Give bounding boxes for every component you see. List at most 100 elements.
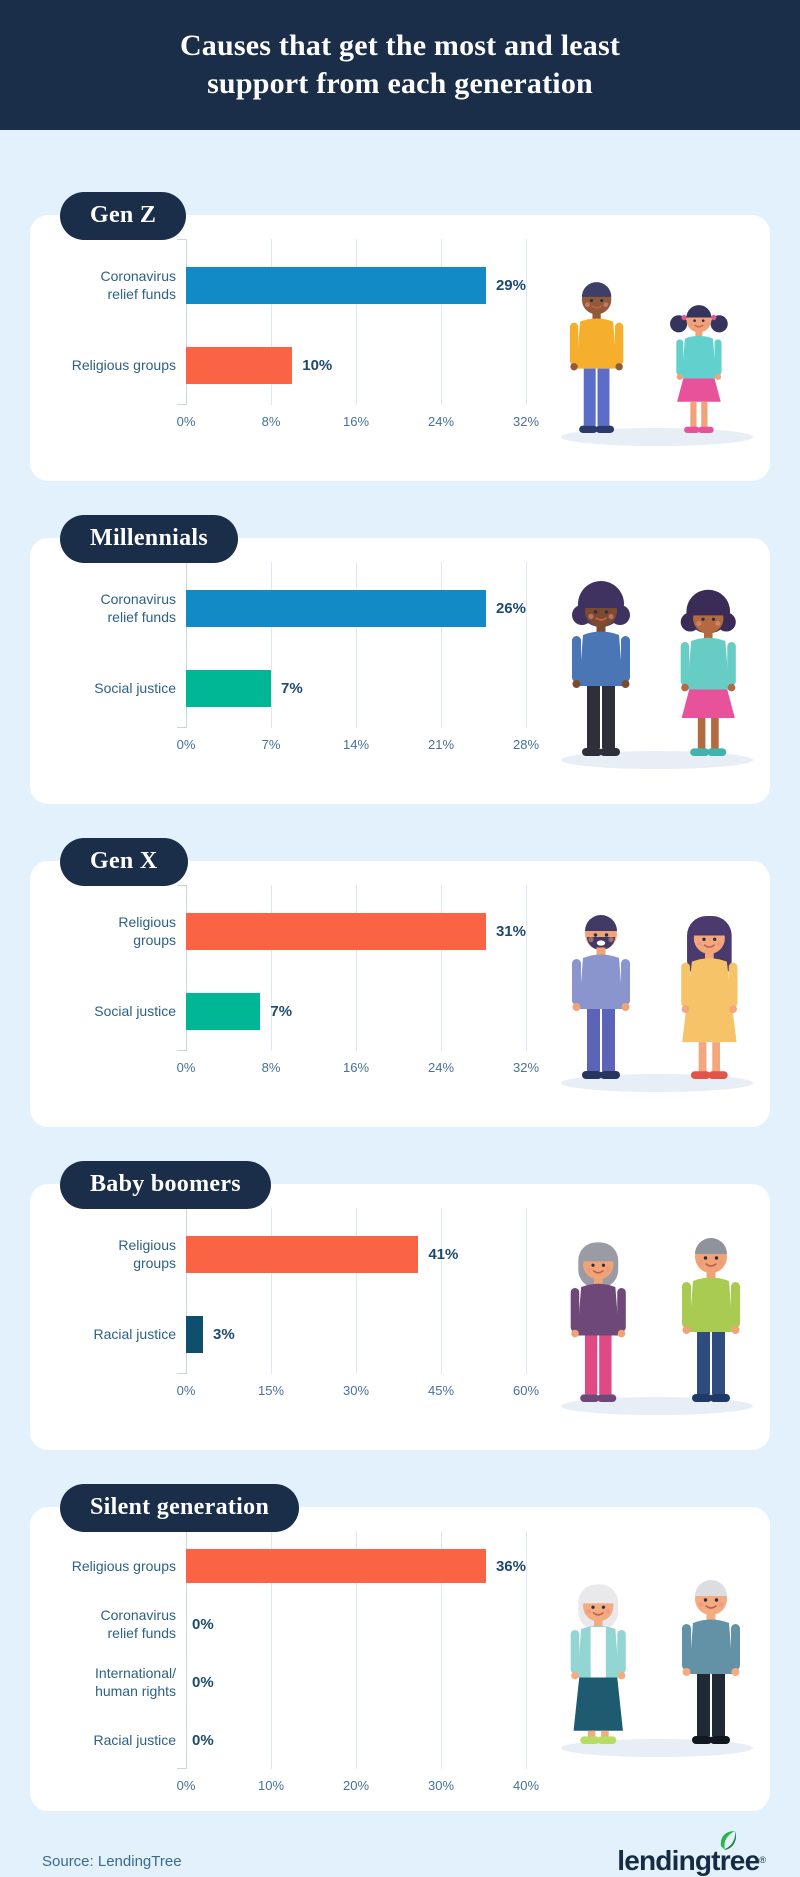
chart-x-axis: 0% 10% 20% 30% 40% — [177, 1769, 539, 1797]
logo-registered-mark: ® — [759, 1855, 766, 1865]
chart-rows: Religious groups 36% Coronavirus relief fu… — [56, 1531, 534, 1769]
category-label: Religious groups — [118, 913, 176, 948]
illustration-baby-boomer-couple — [534, 1214, 784, 1436]
illustration-gen-z-kids — [534, 245, 784, 467]
bar — [186, 992, 261, 1030]
x-tick-label: 15% — [257, 1383, 285, 1398]
x-tick-label: 32% — [512, 414, 540, 429]
bar-row: Social justice 7% — [56, 971, 534, 1051]
couple-illustration-svg — [561, 282, 753, 446]
category-label: Racial justice — [93, 1325, 176, 1342]
gridline — [356, 885, 357, 1051]
plot-cell: 0% — [186, 1607, 526, 1641]
x-tick-label: 0% — [176, 1060, 196, 1075]
x-tick-label: 0% — [176, 1383, 196, 1398]
couple-illustration-svg — [561, 1580, 753, 1757]
value-label: 31% — [495, 922, 526, 940]
generation-card: Religious groups 31% Social justice 7% 0% 8%… — [30, 861, 770, 1127]
chart-gridlines — [177, 239, 527, 405]
gridline — [271, 885, 272, 1051]
x-tick-label: 30% — [427, 1778, 455, 1793]
x-tick-label: 24% — [427, 1060, 455, 1075]
gridline — [356, 1531, 357, 1769]
category-label: Coronavirus relief funds — [100, 590, 176, 625]
x-tick-label: 7% — [261, 737, 281, 752]
bar — [186, 1235, 419, 1273]
bar-row: Coronavirus relief funds 29% — [56, 245, 534, 325]
axis-cap — [177, 885, 186, 886]
x-tick-label: 8% — [261, 1060, 281, 1075]
bar-chart: Religious groups 41% Racial justice 3% 0% 15… — [56, 1208, 539, 1436]
value-label: 7% — [270, 1002, 293, 1020]
bar-row: Social justice 7% — [56, 648, 534, 728]
plot-cell: 7% — [186, 669, 526, 707]
gridline — [186, 885, 187, 1051]
bar — [186, 346, 293, 384]
x-tick-label: 60% — [512, 1383, 540, 1398]
bar-row: Racial justice 0% — [56, 1711, 534, 1769]
value-label: 0% — [192, 1615, 214, 1633]
axis-cap — [177, 239, 186, 240]
value-label: 3% — [213, 1325, 235, 1343]
bar-chart: Coronavirus relief funds 26% Social justic… — [56, 562, 539, 790]
plot-cell: 29% — [186, 266, 526, 304]
gridline — [271, 239, 272, 405]
value-label: 41% — [428, 1245, 459, 1263]
category-label: Religious groups — [71, 356, 176, 373]
gridline — [186, 562, 187, 728]
bar — [186, 1549, 486, 1583]
generation-card: Religious groups 41% Racial justice 3% 0% 15… — [30, 1184, 770, 1450]
gridline — [441, 239, 442, 405]
category-label: Racial justice — [93, 1731, 176, 1748]
gridline — [186, 239, 187, 405]
infographic-title: Causes that get the most and least suppo… — [0, 0, 800, 130]
leaf-icon — [713, 1829, 741, 1858]
illustration-millennial-women — [534, 568, 784, 790]
generation-card: Coronavirus relief funds 26% Social justic… — [30, 538, 770, 804]
gridline — [526, 239, 527, 405]
bar-row: Religious groups 41% — [56, 1214, 534, 1294]
bar-chart: Coronavirus relief funds 29% Religious gro… — [56, 239, 539, 467]
chart-x-axis: 0% 15% 30% 45% 60% — [177, 1374, 539, 1402]
x-tick-label: 45% — [427, 1383, 455, 1398]
plot-cell: 36% — [186, 1549, 526, 1583]
x-tick-label: 8% — [261, 414, 281, 429]
category-label: Religious groups — [71, 1557, 176, 1574]
section-gen-z: Gen Z Coronavirus relief funds 29% Religio… — [30, 192, 770, 481]
category-label: Social justice — [94, 1002, 176, 1019]
x-tick-label: 30% — [342, 1383, 370, 1398]
bar-row: Coronavirus relief funds 0% — [56, 1595, 534, 1653]
generation-pill: Baby boomers — [60, 1161, 271, 1209]
bar-row: International/ human rights 0% — [56, 1653, 534, 1711]
gridline — [441, 1531, 442, 1769]
value-label: 26% — [495, 599, 526, 617]
axis-cap — [177, 1373, 186, 1374]
section-silent-generation: Silent generation Religious groups 36% Cor… — [30, 1484, 770, 1811]
lendingtree-logo: lendingtree ® — [617, 1831, 766, 1877]
plot-cell: 41% — [186, 1235, 526, 1273]
illustration-gen-x-couple — [534, 891, 784, 1113]
bar-row: Religious groups 36% — [56, 1537, 534, 1595]
bar — [186, 669, 271, 707]
chart-x-axis: 0% 7% 14% 21% 28% — [177, 728, 539, 756]
gridline — [271, 562, 272, 728]
gridline — [271, 1531, 272, 1769]
gridline — [356, 562, 357, 728]
axis-cap — [177, 1768, 186, 1769]
category-label: Coronavirus relief funds — [100, 267, 176, 302]
chart-rows: Coronavirus relief funds 29% Religious gro… — [56, 239, 534, 405]
gridline — [186, 1531, 187, 1769]
value-label: 0% — [192, 1731, 214, 1749]
x-tick-label: 20% — [342, 1778, 370, 1793]
category-label: Coronavirus relief funds — [100, 1606, 176, 1641]
generation-card: Religious groups 36% Coronavirus relief fu… — [30, 1507, 770, 1811]
bar-row: Religious groups 31% — [56, 891, 534, 971]
plot-cell: 26% — [186, 589, 526, 627]
gridline — [271, 1208, 272, 1374]
gridline — [356, 1208, 357, 1374]
x-tick-label: 32% — [512, 1060, 540, 1075]
chart-gridlines — [177, 885, 527, 1051]
plot-cell: 0% — [186, 1665, 526, 1699]
chart-rows: Religious groups 41% Racial justice 3% — [56, 1208, 534, 1374]
x-tick-label: 0% — [176, 1778, 196, 1793]
